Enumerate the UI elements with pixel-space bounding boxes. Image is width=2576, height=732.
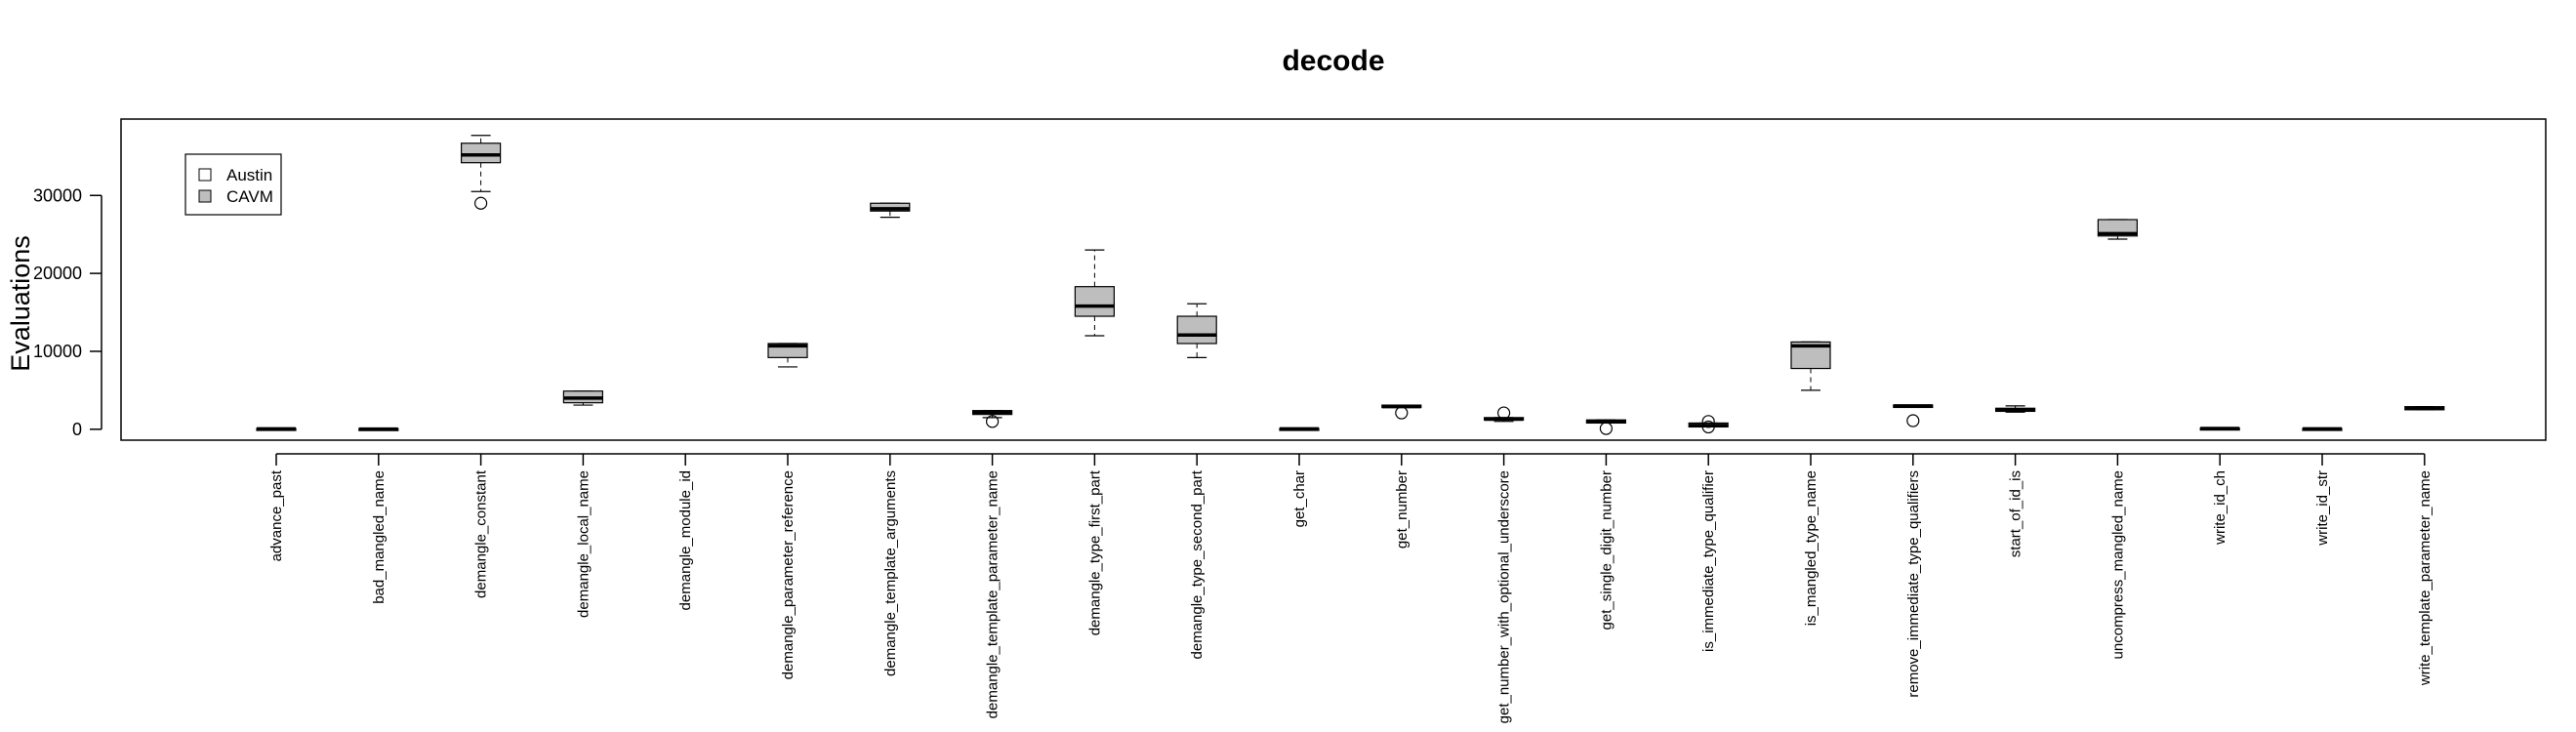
outlier-point bbox=[1701, 415, 1715, 428]
box-demangle-parameter-reference bbox=[767, 343, 808, 368]
x-tick-label: is_immediate_type_qualifier bbox=[1700, 470, 1717, 652]
x-tick-label: demangle_local_name bbox=[575, 470, 592, 618]
plot-frame bbox=[120, 118, 2547, 441]
box-remove-immediate-type-qualifiers bbox=[1893, 404, 1934, 427]
x-tick-label: demangle_constant bbox=[473, 469, 490, 598]
legend-label-austin: Austin bbox=[226, 166, 272, 184]
box-series bbox=[256, 135, 2445, 435]
outlier-point bbox=[1496, 406, 1511, 420]
y-tick-label: 30000 bbox=[33, 185, 82, 205]
y-tick-label: 0 bbox=[72, 420, 82, 439]
box-body bbox=[461, 142, 502, 164]
x-tick-label: remove_immediate_type_qualifiers bbox=[1905, 470, 1922, 698]
box-start-of-id-is bbox=[1994, 405, 2036, 413]
outlier-point bbox=[1906, 414, 1920, 427]
legend-swatch-austin bbox=[198, 168, 212, 182]
box-body bbox=[1074, 286, 1116, 317]
box-advance-past bbox=[256, 427, 297, 431]
x-tick-label: is_mangled_type_name bbox=[1803, 470, 1820, 626]
x-tick-label: write_template_parameter_name bbox=[2417, 470, 2433, 686]
x-tick-label: demangle_template_parameter_name bbox=[985, 470, 1002, 718]
legend-swatch-cavm bbox=[198, 189, 212, 203]
legend: Austin CAVM bbox=[184, 153, 282, 216]
y-tick-label: 10000 bbox=[33, 342, 82, 361]
x-tick-label: demangle_template_arguments bbox=[882, 470, 899, 676]
x-tick-label: write_id_ch bbox=[2212, 470, 2228, 546]
box-write-id-ch bbox=[2199, 427, 2240, 431]
x-tick-label: write_id_str bbox=[2314, 470, 2331, 547]
x-tick-label: start_of_id_is bbox=[2008, 470, 2024, 557]
box-get-number-with-optional-underscore bbox=[1483, 406, 1525, 423]
x-tick-label: bad_mangled_name bbox=[371, 470, 388, 604]
box-write-id-str bbox=[2302, 427, 2343, 431]
x-axis: advance_past bad_mangled_name demangle_con… bbox=[268, 453, 2433, 723]
x-tick-label: get_char bbox=[1291, 470, 1308, 527]
y-axis: 0 10000 20000 30000 bbox=[33, 185, 102, 439]
box-uncompress-mangled-name bbox=[2097, 219, 2138, 240]
x-tick-label: advance_past bbox=[268, 469, 285, 561]
outlier-point bbox=[1599, 422, 1614, 435]
x-tick-label: demangle_module_id bbox=[677, 470, 694, 610]
legend-frame bbox=[184, 153, 282, 216]
x-tick-label: get_number_with_optional_underscore bbox=[1496, 470, 1513, 723]
x-tick-label: uncompress_mangled_name bbox=[2109, 470, 2126, 659]
box-demangle-constant bbox=[461, 135, 502, 210]
box-body bbox=[1176, 315, 1217, 345]
box-is-immediate-type-qualifier bbox=[1688, 415, 1729, 434]
box-is-mangled-type-name bbox=[1790, 341, 1831, 391]
outlier-point bbox=[474, 196, 488, 210]
box-demangle-type-first-part bbox=[1074, 249, 1116, 337]
x-tick-label: get_single_digit_number bbox=[1598, 470, 1615, 630]
box-demangle-template-parameter-name bbox=[971, 410, 1013, 428]
box-get-number bbox=[1381, 404, 1422, 420]
y-tick-label: 20000 bbox=[33, 264, 82, 283]
legend-label-cavm: CAVM bbox=[226, 187, 273, 206]
box-write-template-parameter-name bbox=[2404, 406, 2445, 411]
box-get-single-digit-number bbox=[1585, 419, 1627, 435]
outlier-point bbox=[1395, 406, 1409, 420]
x-tick-label: demangle_type_second_part bbox=[1189, 469, 1206, 659]
box-get-char bbox=[1279, 427, 1320, 431]
box-bad-mangled-name bbox=[358, 427, 399, 431]
box-body bbox=[2097, 219, 2138, 237]
x-tick-label: demangle_type_first_part bbox=[1086, 469, 1103, 635]
box-demangle-type-second-part bbox=[1176, 303, 1217, 358]
x-tick-label: demangle_parameter_reference bbox=[780, 470, 797, 679]
x-tick-label: get_number bbox=[1394, 470, 1411, 549]
chart-title: decode bbox=[1282, 45, 1384, 77]
box-demangle-local-name bbox=[562, 390, 604, 406]
outlier-point bbox=[985, 415, 1000, 428]
box-demangle-template-arguments bbox=[870, 202, 911, 219]
y-axis-label: Evaluations bbox=[6, 235, 35, 372]
outlier-point bbox=[1701, 420, 1715, 434]
